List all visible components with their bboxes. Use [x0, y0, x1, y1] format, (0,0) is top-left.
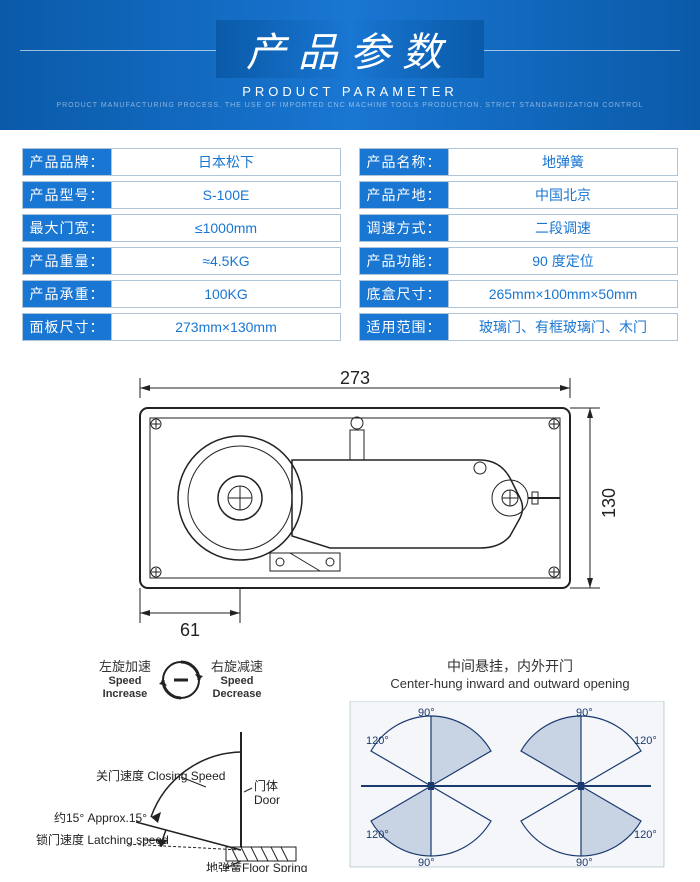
spec-row: 产品型号：S-100E [22, 181, 341, 209]
spec-label: 产品名称： [359, 148, 449, 176]
spec-label: 底盒尺寸： [359, 280, 449, 308]
speed-control-row: 左旋加速 Speed Increase 右旋减速 Speed Decrease [26, 656, 336, 704]
svg-text:地弹簧Floor Spring: 地弹簧Floor Spring [206, 860, 307, 872]
speed-increase-label: 左旋加速 Speed Increase [99, 659, 151, 701]
svg-text:120°: 120° [366, 829, 389, 841]
spec-value: 265mm×100mm×50mm [449, 280, 678, 308]
spec-row: 产品重量：≈4.5KG [22, 247, 341, 275]
svg-text:约15° Approx.15°: 约15° Approx.15° [54, 810, 147, 825]
spec-label: 调速方式： [359, 214, 449, 242]
dim-width: 273 [340, 368, 370, 388]
spec-row: 产品承重：100KG [22, 280, 341, 308]
spec-row: 产品产地：中国北京 [359, 181, 678, 209]
spec-col-right: 产品名称：地弹簧 产品产地：中国北京 调速方式：二段调速 产品功能：90 度定位… [359, 148, 678, 346]
spec-label: 最大门宽： [22, 214, 112, 242]
center-hung-diagram: 120° 90° 90° 120° 120° 90° 90° 120° [346, 701, 666, 871]
dim-height: 130 [599, 488, 619, 518]
spec-row: 产品名称：地弹簧 [359, 148, 678, 176]
svg-text:120°: 120° [366, 735, 389, 747]
svg-text:120°: 120° [634, 829, 657, 841]
bottom-left: 左旋加速 Speed Increase 右旋减速 Speed Decrease [26, 656, 336, 877]
spec-value: S-100E [112, 181, 341, 209]
spec-tables: 产品品牌：日本松下 产品型号：S-100E 最大门宽：≤1000mm 产品重量：… [0, 130, 700, 356]
spec-value: 273mm×130mm [112, 313, 341, 341]
spec-value: 90 度定位 [449, 247, 678, 275]
svg-text:90°: 90° [576, 707, 593, 719]
spec-value: ≤1000mm [112, 214, 341, 242]
spec-row: 产品品牌：日本松下 [22, 148, 341, 176]
center-hung-title: 中间悬挂，内外开门 Center-hung inward and outward… [346, 656, 674, 691]
spec-label: 产品承重： [22, 280, 112, 308]
spec-value: 100KG [112, 280, 341, 308]
spec-row: 调速方式：二段调速 [359, 214, 678, 242]
svg-text:120°: 120° [634, 735, 657, 747]
spec-label: 产品功能： [359, 247, 449, 275]
main-diagram-wrap: 273 130 [0, 356, 700, 656]
spec-value: 二段调速 [449, 214, 678, 242]
speed-knob-icon [157, 656, 205, 704]
svg-text:90°: 90° [576, 857, 593, 869]
spec-value: 玻璃门、有框玻璃门、木门 [449, 313, 678, 341]
title-chinese: 产品参数 [216, 20, 484, 78]
spec-row: 适用范围：玻璃门、有框玻璃门、木门 [359, 313, 678, 341]
spec-value: 日本松下 [112, 148, 341, 176]
closing-speed-diagram: 关门速度 Closing Speed 门体 Door 约15° Approx.1… [26, 722, 336, 872]
svg-text:关门速度 Closing Speed: 关门速度 Closing Speed [96, 768, 225, 783]
spec-row: 产品功能：90 度定位 [359, 247, 678, 275]
svg-text:90°: 90° [418, 707, 435, 719]
spec-value: ≈4.5KG [112, 247, 341, 275]
spec-row: 面板尺寸：273mm×130mm [22, 313, 341, 341]
spec-label: 产品产地： [359, 181, 449, 209]
spec-col-left: 产品品牌：日本松下 产品型号：S-100E 最大门宽：≤1000mm 产品重量：… [22, 148, 341, 346]
header-banner: 产品参数 PRODUCT PARAMETER PRODUCT MANUFACTU… [0, 0, 700, 130]
spec-label: 产品品牌： [22, 148, 112, 176]
dim-offset: 61 [180, 620, 200, 640]
floor-spring-diagram: 273 130 [70, 368, 630, 648]
spec-row: 底盒尺寸：265mm×100mm×50mm [359, 280, 678, 308]
bottom-row: 左旋加速 Speed Increase 右旋减速 Speed Decrease [0, 656, 700, 877]
title-english: PRODUCT PARAMETER [242, 84, 458, 99]
bottom-right: 中间悬挂，内外开门 Center-hung inward and outward… [346, 656, 674, 877]
spec-label: 适用范围： [359, 313, 449, 341]
spec-label: 产品型号： [22, 181, 112, 209]
svg-text:90°: 90° [418, 857, 435, 869]
spec-row: 最大门宽：≤1000mm [22, 214, 341, 242]
svg-text:Door: Door [254, 793, 280, 807]
speed-decrease-label: 右旋减速 Speed Decrease [211, 659, 263, 701]
spec-value: 地弹簧 [449, 148, 678, 176]
spec-value: 中国北京 [449, 181, 678, 209]
title-subtitle: PRODUCT MANUFACTURING PROCESS. THE USE O… [56, 101, 643, 110]
spec-label: 面板尺寸： [22, 313, 112, 341]
spec-label: 产品重量： [22, 247, 112, 275]
svg-text:门体: 门体 [254, 778, 278, 793]
